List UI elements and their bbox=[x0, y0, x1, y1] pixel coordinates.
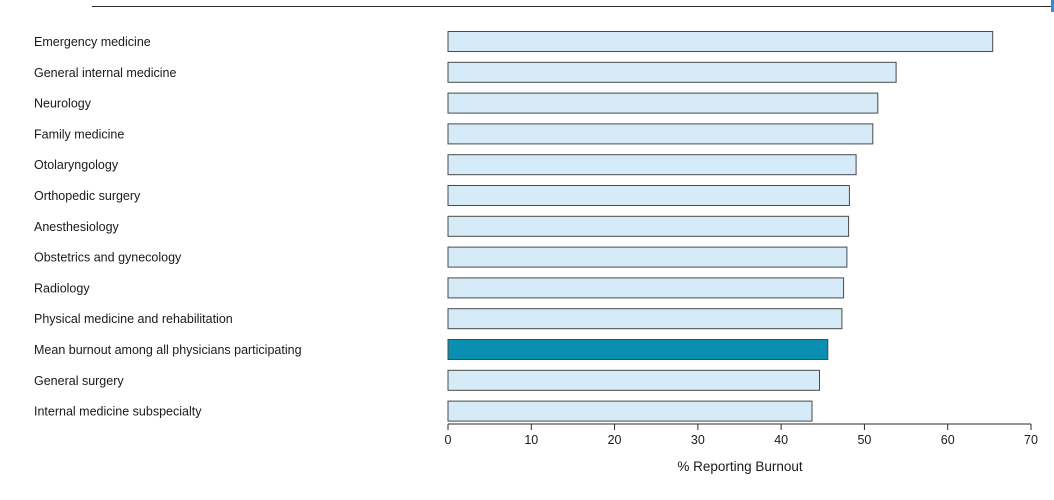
bar-physical-medicine-and-rehabilitation bbox=[447, 308, 843, 330]
bar-obstetrics-and-gynecology bbox=[447, 246, 848, 268]
x-tick-label: 20 bbox=[608, 433, 622, 447]
x-tick-label: 10 bbox=[524, 433, 538, 447]
x-tick-label: 60 bbox=[941, 433, 955, 447]
category-label: Otolaryngology bbox=[34, 158, 119, 172]
category-label: Anesthesiology bbox=[34, 220, 120, 234]
x-tick-label: 70 bbox=[1024, 433, 1038, 447]
x-tick-label: 40 bbox=[774, 433, 788, 447]
bar-emergency-medicine bbox=[447, 31, 994, 52]
bars-group bbox=[447, 31, 994, 422]
bar-anesthesiology bbox=[447, 215, 850, 237]
x-axis: 0 10 20 30 40 50 60 70 bbox=[445, 423, 1038, 447]
bar-family-medicine bbox=[447, 123, 874, 145]
category-label: Radiology bbox=[34, 281, 90, 295]
bar-mean-burnout-among-all-physicians-participating bbox=[447, 339, 829, 360]
x-axis-title: % Reporting Burnout bbox=[677, 459, 803, 474]
bar-otolaryngology bbox=[447, 154, 857, 176]
x-tick-label: 0 bbox=[445, 433, 452, 447]
x-tick-label: 50 bbox=[857, 433, 871, 447]
category-label: Mean burnout among all physicians partic… bbox=[34, 343, 302, 357]
category-label: Family medicine bbox=[34, 127, 124, 141]
category-label: Emergency medicine bbox=[34, 35, 151, 49]
bar-general-internal-medicine bbox=[447, 61, 897, 83]
bar-orthopedic-surgery bbox=[447, 185, 850, 206]
category-label: Neurology bbox=[34, 97, 92, 111]
category-label: General surgery bbox=[34, 374, 124, 388]
category-label: Internal medicine subspecialty bbox=[34, 405, 202, 419]
category-label: General internal medicine bbox=[34, 66, 176, 80]
category-label: Physical medicine and rehabilitation bbox=[34, 312, 233, 326]
bar-general-surgery bbox=[447, 369, 820, 391]
bar-radiology bbox=[447, 277, 845, 299]
scrollbar-edge bbox=[1051, 0, 1054, 12]
category-label: Orthopedic surgery bbox=[34, 189, 141, 203]
category-labels-group: Emergency medicine General internal medic… bbox=[34, 35, 302, 419]
category-label: Obstetrics and gynecology bbox=[34, 251, 182, 265]
bar-internal-medicine-subspecialty bbox=[447, 400, 813, 422]
top-border-line bbox=[92, 6, 1054, 7]
bar-neurology bbox=[447, 92, 879, 114]
x-tick-label: 30 bbox=[691, 433, 705, 447]
